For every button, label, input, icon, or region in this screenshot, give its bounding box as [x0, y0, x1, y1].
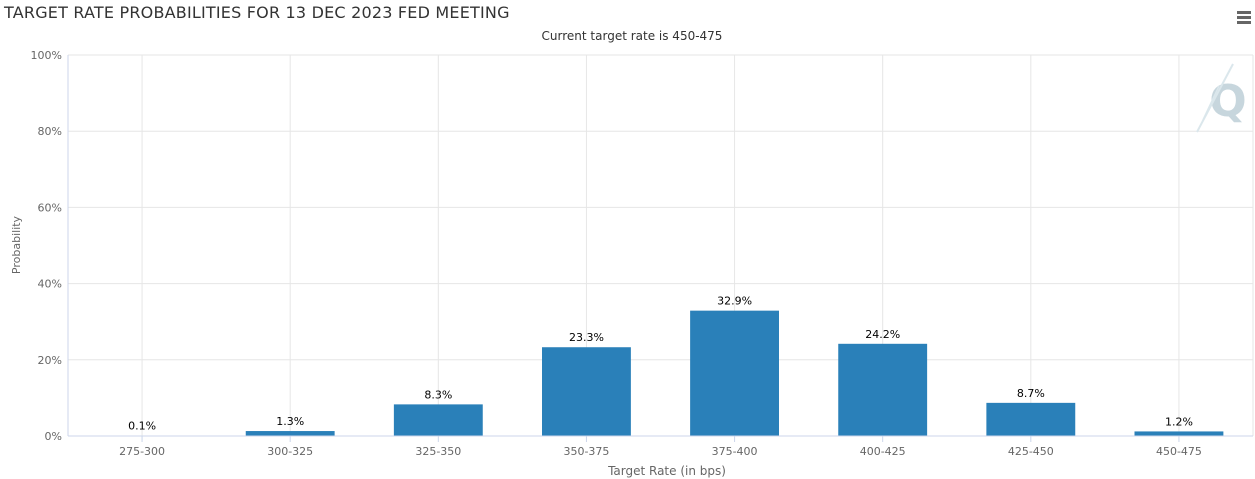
bar[interactable]: [690, 310, 779, 436]
data-label: 8.7%: [1017, 387, 1045, 400]
q-logo-icon: Q: [1196, 63, 1247, 133]
bar[interactable]: [838, 343, 928, 436]
x-tick-label: 325-350: [415, 445, 461, 458]
x-tick-label: 350-375: [563, 445, 609, 458]
hamburger-menu-icon[interactable]: [1237, 11, 1251, 24]
bar[interactable]: [393, 404, 483, 436]
data-label: 32.9%: [717, 295, 752, 308]
x-tick-label: 375-400: [712, 445, 758, 458]
x-tick-label: 450-475: [1156, 445, 1202, 458]
data-label: 1.3%: [276, 415, 304, 428]
y-tick-label: 80%: [38, 125, 62, 138]
y-tick-label: 60%: [38, 201, 62, 214]
chart-title: TARGET RATE PROBABILITIES FOR 13 DEC 202…: [4, 3, 510, 22]
y-tick-label: 100%: [31, 49, 62, 62]
y-tick-label: 40%: [38, 278, 62, 291]
chart-subtitle: Current target rate is 450-475: [541, 29, 723, 43]
bar[interactable]: [1134, 431, 1224, 436]
data-labels: 0.1% 1.3% 8.3% 23.3% 32.9% 24.2% 8.7% 1.2%: [128, 295, 1193, 433]
bar[interactable]: [986, 402, 1076, 436]
y-axis-title: Probability: [10, 215, 23, 274]
data-label: 24.2%: [865, 328, 900, 341]
data-label: 0.1%: [128, 420, 156, 433]
y-tick-label: 20%: [38, 354, 62, 367]
data-label: 8.3%: [424, 388, 452, 401]
axes: 0% 20% 40% 60% 80% 100% 275-300 300-325 325-350 3…: [31, 49, 1253, 458]
bar[interactable]: [245, 431, 335, 436]
data-label: 23.3%: [569, 331, 604, 344]
x-tick-label: 425-450: [1008, 445, 1054, 458]
bars: [97, 310, 1224, 436]
data-label: 1.2%: [1165, 415, 1193, 428]
x-axis-title: Target Rate (in bps): [607, 464, 726, 478]
x-tick-label: 275-300: [119, 445, 165, 458]
svg-text:Q: Q: [1209, 76, 1246, 127]
grid-lines: [68, 54, 1254, 437]
y-tick-label: 0%: [45, 430, 62, 443]
x-tick-label: 300-325: [267, 445, 313, 458]
bar[interactable]: [542, 347, 631, 436]
x-tick-label: 400-425: [860, 445, 906, 458]
